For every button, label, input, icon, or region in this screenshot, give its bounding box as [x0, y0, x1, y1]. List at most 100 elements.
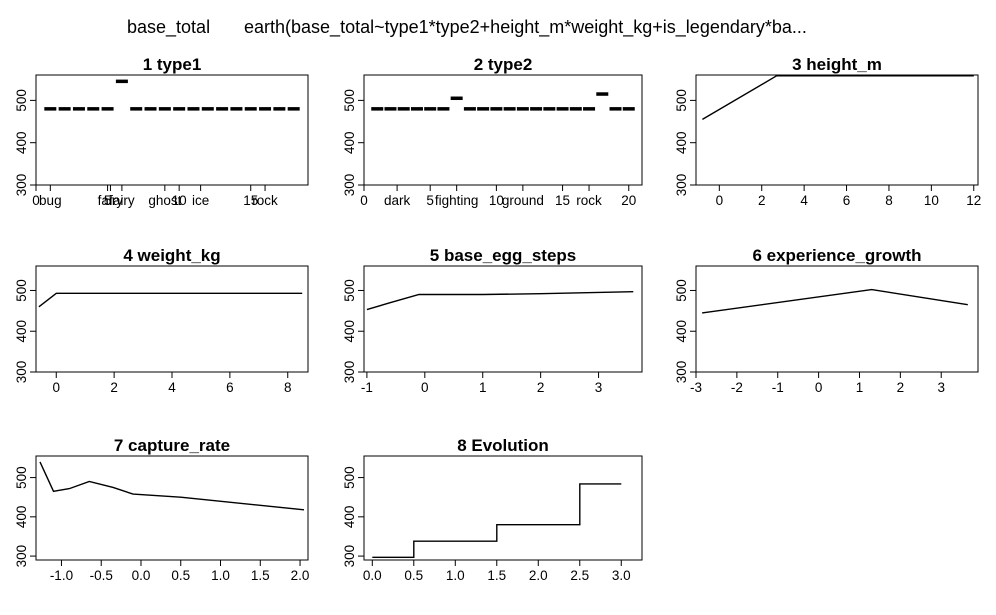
y-tick-label: 300: [674, 174, 689, 197]
model-formula: earth(base_total~type1*type2+height_m*we…: [244, 17, 807, 38]
x-tick-label: fairy: [98, 193, 124, 208]
panel-3: 3 height_m 300 400 500 0 2 4 6 8 10 12: [674, 55, 981, 208]
partial-dependence-line: [39, 461, 305, 511]
plot-frame: [363, 455, 643, 561]
y-tick-label: 500: [342, 279, 357, 302]
x-tick-label: -1.0: [50, 568, 73, 583]
panel-title: 1 type1: [143, 55, 202, 74]
x-tick-label: 10: [924, 193, 939, 208]
plot-frame: [363, 74, 643, 186]
x-tick-label: 0: [52, 380, 60, 395]
x-tick-label: 6: [843, 193, 851, 208]
y-tick-label: 300: [674, 361, 689, 384]
y-tick-label: 400: [674, 131, 689, 154]
response-name: base_total: [127, 17, 210, 38]
y-tick-label: 500: [14, 466, 29, 489]
x-tick-label: 5: [104, 193, 112, 208]
panel-8: 8 Evolution 300 400 500 0.0 0.5 1.0 1.5 2.0 2.5 3.…: [342, 436, 643, 583]
partial-dependence-line: [366, 291, 634, 311]
x-tick-label: 0: [360, 193, 368, 208]
panel-title: 6 experience_growth: [752, 246, 921, 265]
panel-title: 8 Evolution: [457, 436, 549, 455]
x-tick-label: fairy: [109, 193, 135, 208]
panel-title: 5 base_egg_steps: [430, 246, 576, 265]
partial-dependence-line: [702, 75, 974, 121]
x-tick-label: 10: [172, 193, 187, 208]
x-tick-label: ghost: [148, 193, 181, 208]
y-tick-label: 300: [14, 361, 29, 384]
panel-title: 7 capture_rate: [114, 436, 230, 455]
x-tick-label: fighting: [435, 193, 479, 208]
x-tick-label: 2.5: [570, 568, 589, 583]
x-tick-label: 6: [226, 380, 234, 395]
y-tick-label: 500: [674, 89, 689, 112]
plot-frame: [35, 455, 309, 561]
plot-frame: [35, 74, 309, 186]
y-tick-label: 300: [342, 361, 357, 384]
x-tick-label: 2: [110, 380, 118, 395]
x-tick-label: 3: [595, 380, 603, 395]
x-tick-label: 0.0: [132, 568, 151, 583]
x-tick-label: 1: [856, 380, 864, 395]
x-tick-label: 3.0: [612, 568, 631, 583]
plot-frame: [695, 74, 979, 186]
x-tick-label: 5: [426, 193, 434, 208]
y-tick-label: 500: [14, 89, 29, 112]
y-tick-label: 400: [14, 320, 29, 343]
x-tick-label: ground: [502, 193, 544, 208]
x-tick-label: 2: [537, 380, 545, 395]
x-tick-label: -0.5: [90, 568, 113, 583]
y-tick-label: 400: [14, 506, 29, 529]
plot-frame: [695, 265, 979, 373]
x-tick-label: 10: [489, 193, 504, 208]
x-tick-label: 8: [284, 380, 292, 395]
panel-title: 3 height_m: [792, 55, 882, 74]
plot-frame: [363, 265, 643, 373]
y-tick-label: 400: [342, 506, 357, 529]
panel-5: 5 base_egg_steps 300 400 500 -1 0 1 2 3: [342, 246, 643, 395]
y-tick-label: 300: [342, 545, 357, 568]
x-tick-label: 0: [815, 380, 823, 395]
x-tick-label: -3: [690, 380, 702, 395]
x-tick-label: 2.0: [529, 568, 548, 583]
panel-6: 6 experience_growth 300 400 500 -3 -2 -1 0 1 2 3: [674, 246, 979, 395]
x-tick-label: 4: [800, 193, 808, 208]
y-tick-label: 400: [14, 131, 29, 154]
y-tick-label: 500: [674, 279, 689, 302]
y-tick-label: 500: [342, 466, 357, 489]
x-tick-label: 1.5: [487, 568, 506, 583]
x-tick-label: 1: [479, 380, 487, 395]
x-tick-label: 0: [716, 193, 724, 208]
x-tick-label: 1.0: [446, 568, 465, 583]
y-tick-label: 500: [342, 89, 357, 112]
x-tick-label: 8: [885, 193, 893, 208]
x-tick-label: rock: [252, 193, 278, 208]
x-tick-label: 0.0: [363, 568, 382, 583]
x-tick-label: ice: [192, 193, 209, 208]
partial-dependence-line: [372, 483, 622, 558]
partial-dependence-line: [38, 292, 303, 308]
y-tick-label: 300: [14, 174, 29, 197]
x-tick-label: 15: [243, 193, 258, 208]
x-tick-label: 2: [758, 193, 766, 208]
panel-7: 7 capture_rate 300 400 500 -1.0 -0.5 0.0 0.5 1.0…: [14, 436, 309, 583]
x-tick-label: -1: [361, 380, 373, 395]
x-tick-label: 0.5: [171, 568, 190, 583]
x-tick-label: 1.5: [251, 568, 270, 583]
y-tick-label: 400: [342, 320, 357, 343]
partial-dependence-line: [702, 288, 968, 314]
x-tick-label: rock: [576, 193, 602, 208]
x-tick-label: dark: [384, 193, 411, 208]
y-tick-label: 400: [674, 320, 689, 343]
x-tick-label: 20: [621, 193, 636, 208]
panel-4: 4 weight_kg 300 400 500 0 2 4 6 8: [14, 246, 309, 395]
x-tick-label: 1.0: [211, 568, 230, 583]
x-tick-label: -1: [772, 380, 784, 395]
x-tick-label: 0: [421, 380, 429, 395]
y-tick-label: 500: [14, 279, 29, 302]
y-tick-label: 300: [342, 174, 357, 197]
x-tick-label: bug: [39, 193, 62, 208]
